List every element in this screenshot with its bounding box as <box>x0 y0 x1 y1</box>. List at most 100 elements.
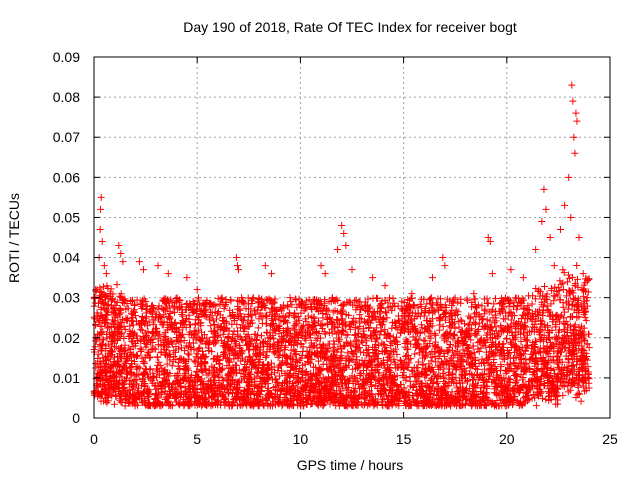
data-point <box>463 297 471 305</box>
data-point <box>414 358 422 366</box>
data-point <box>326 400 334 408</box>
data-point <box>490 300 498 308</box>
data-point <box>341 362 349 370</box>
data-point <box>363 370 371 378</box>
data-point <box>91 348 99 356</box>
data-point <box>575 324 583 332</box>
data-point <box>161 304 169 312</box>
data-point <box>171 308 179 316</box>
data-point <box>186 339 194 347</box>
data-point <box>547 300 555 308</box>
data-point <box>293 330 301 338</box>
data-point <box>308 380 316 388</box>
data-point <box>537 349 545 357</box>
data-point <box>540 331 548 339</box>
data-point <box>233 296 241 304</box>
data-point <box>503 335 511 343</box>
data-point <box>531 360 539 368</box>
data-point <box>134 388 142 396</box>
data-point <box>147 346 155 354</box>
points-layer <box>90 81 593 410</box>
data-point <box>263 329 271 337</box>
data-point <box>286 309 294 317</box>
data-point <box>184 350 192 358</box>
data-point <box>414 304 422 312</box>
data-point <box>158 321 166 329</box>
data-point <box>265 295 273 303</box>
data-point <box>417 321 425 329</box>
data-point <box>463 295 471 303</box>
data-point <box>537 288 545 296</box>
data-point <box>555 364 563 372</box>
data-point <box>209 317 217 325</box>
data-point <box>272 315 280 323</box>
data-point <box>468 325 476 333</box>
data-point <box>99 336 107 344</box>
data-point <box>275 372 283 380</box>
data-point <box>110 332 118 340</box>
data-point <box>103 399 111 407</box>
data-point <box>329 308 337 316</box>
data-point <box>241 365 249 373</box>
data-point <box>559 391 567 399</box>
data-point <box>154 314 162 322</box>
data-point <box>193 350 201 358</box>
data-point <box>263 328 271 336</box>
data-point <box>474 345 482 353</box>
data-point <box>207 322 215 330</box>
data-point <box>452 306 460 314</box>
data-point <box>380 348 388 356</box>
data-point <box>214 295 222 303</box>
data-point <box>292 296 300 304</box>
data-point <box>535 286 543 294</box>
data-point <box>272 307 280 315</box>
data-point <box>184 366 192 374</box>
data-point <box>419 360 427 368</box>
data-point <box>278 357 286 365</box>
data-point <box>314 297 322 305</box>
data-point <box>222 399 230 407</box>
data-point <box>448 302 456 310</box>
data-point <box>570 295 578 303</box>
data-point <box>103 330 111 338</box>
data-point <box>536 292 544 300</box>
data-point <box>435 305 443 313</box>
data-point <box>126 376 134 384</box>
data-point <box>169 304 177 312</box>
data-point <box>326 390 334 398</box>
data-point <box>286 329 294 337</box>
data-point <box>185 378 193 386</box>
data-point <box>564 278 572 286</box>
data-point <box>117 370 125 378</box>
data-point <box>470 318 478 326</box>
data-point <box>335 334 343 342</box>
data-point <box>551 283 559 291</box>
data-point <box>340 363 348 371</box>
data-point <box>139 358 147 366</box>
data-point <box>536 327 544 335</box>
data-point <box>98 322 106 330</box>
data-point <box>521 346 529 354</box>
data-point <box>200 352 208 360</box>
data-point <box>145 354 153 362</box>
data-point <box>302 336 310 344</box>
data-point <box>177 334 185 342</box>
data-point <box>181 383 189 391</box>
data-point <box>381 326 389 334</box>
data-point <box>439 323 447 331</box>
data-point <box>209 333 217 341</box>
data-point <box>432 358 440 366</box>
data-point <box>388 324 396 332</box>
data-point <box>450 296 458 304</box>
data-point <box>248 319 256 327</box>
data-point <box>455 358 463 366</box>
data-point <box>498 300 506 308</box>
data-point <box>559 279 567 287</box>
data-point <box>212 315 220 323</box>
data-point <box>169 357 177 365</box>
data-point <box>469 342 477 350</box>
data-point <box>154 305 162 313</box>
data-point <box>311 329 319 337</box>
data-point <box>117 354 125 362</box>
